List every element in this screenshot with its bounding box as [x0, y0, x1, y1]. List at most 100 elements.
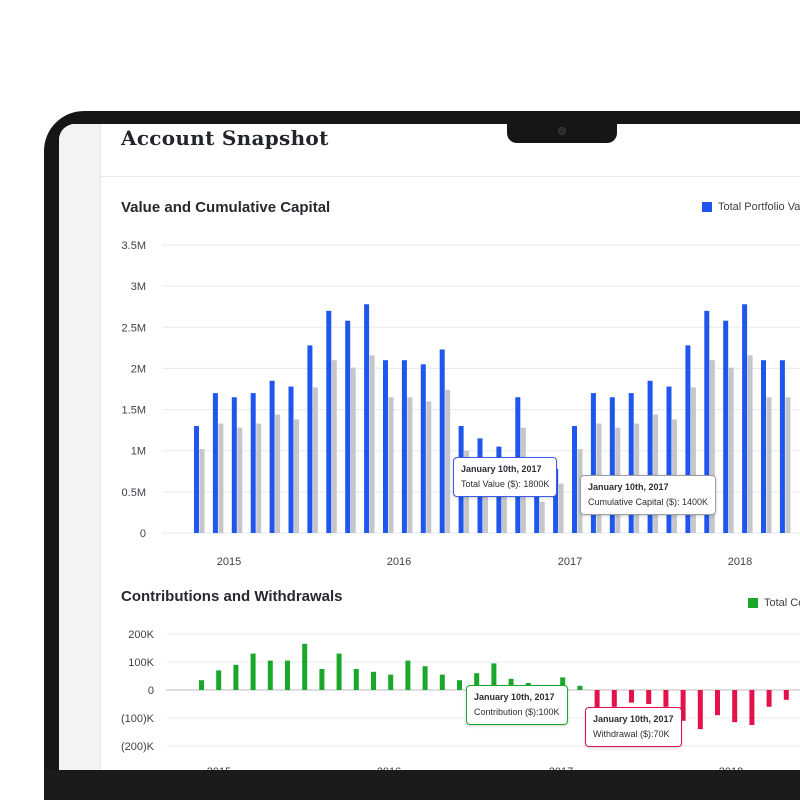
bar-cumulative-capital [426, 401, 432, 533]
y-tick-label: (200)K [121, 741, 155, 753]
y-tick-label: (100)K [121, 713, 155, 725]
bar-cumulative-capital [350, 367, 356, 533]
x-tick-label: 2016 [387, 556, 411, 568]
bar-total-value [723, 320, 729, 533]
y-tick-label: 2.5M [122, 322, 146, 334]
x-tick-label: 2015 [217, 556, 241, 568]
bar-total-value [212, 393, 218, 533]
bar-withdrawal [715, 690, 720, 716]
bar-total-value [231, 397, 237, 533]
bar-contribution [336, 653, 342, 690]
bar-total-value [761, 360, 766, 533]
bar-contribution [474, 673, 480, 690]
tooltip-date: January 10th, 2017 [461, 464, 542, 474]
title-divider [101, 176, 800, 177]
bar-total-value [742, 304, 748, 533]
bar-total-value [572, 426, 577, 533]
value-chart-y-ticks: 3.5M 3M 2.5M 2M 1.5M 1M 0.5M 0 [122, 240, 146, 540]
tooltip-label: Total Value ($): 1800K [461, 479, 550, 489]
tooltip-label: Withdrawal ($):70K [593, 729, 670, 739]
legend-label-total-contributions: Total Co [764, 597, 800, 609]
bar-contribution [577, 685, 583, 690]
bar-total-value [288, 386, 294, 533]
tooltip-label: Cumulative Capital ($): 1400K [588, 497, 709, 507]
contrib-chart-y-ticks: 200K 100K 0 (100)K (200)K [121, 629, 155, 753]
bar-cumulative-capital [237, 427, 243, 533]
bar-withdrawal [611, 690, 617, 707]
y-tick-label: 0.5M [122, 487, 146, 499]
bar-cumulative-capital [728, 367, 734, 533]
bar-withdrawal [783, 690, 789, 700]
bar-cumulative-capital [558, 483, 564, 533]
tooltip-withdrawal: January 10th, 2017 Withdrawal ($):70K [585, 707, 682, 747]
bar-withdrawal [680, 690, 686, 721]
bar-cumulative-capital [690, 387, 696, 533]
bar-contribution [491, 663, 497, 690]
contrib-chart-bars [199, 643, 789, 730]
y-tick-label: 200K [128, 629, 154, 641]
bar-withdrawal [766, 690, 772, 707]
bar-cumulative-capital [709, 360, 715, 533]
bar-contribution [371, 671, 376, 690]
bar-total-value [534, 495, 540, 533]
bar-withdrawal [629, 690, 634, 703]
bar-cumulative-capital [539, 501, 545, 533]
bar-contribution [285, 660, 290, 690]
bar-total-value [345, 320, 351, 533]
bar-withdrawal [697, 690, 703, 730]
bar-contribution [422, 666, 428, 690]
bar-cumulative-capital [501, 465, 507, 533]
bar-contribution [302, 643, 308, 690]
laptop-bottom-bezel [44, 770, 800, 800]
tooltip-contribution: January 10th, 2017 Contribution ($):100K [466, 685, 568, 725]
camera-icon [558, 127, 566, 135]
y-tick-label: 1.5M [122, 405, 146, 417]
tooltip-date: January 10th, 2017 [588, 482, 669, 492]
bar-cumulative-capital [407, 397, 413, 533]
bar-cumulative-capital [199, 449, 205, 533]
tooltip-date: January 10th, 2017 [474, 692, 555, 702]
bar-contribution [233, 664, 239, 690]
tooltip-cumulative-capital: January 10th, 2017 Cumulative Capital ($… [580, 475, 717, 515]
bar-total-value [779, 360, 785, 533]
bar-total-value [194, 426, 199, 533]
value-chart-legend[interactable]: Total Portfolio Va [702, 201, 800, 213]
bar-total-value [364, 304, 370, 533]
bar-cumulative-capital [312, 387, 318, 533]
bar-withdrawal [663, 690, 669, 707]
y-tick-label: 2M [131, 363, 146, 375]
y-tick-label: 1M [131, 446, 146, 458]
y-tick-label: 3.5M [122, 240, 146, 252]
x-tick-label: 2018 [728, 556, 752, 568]
bar-total-value [590, 393, 596, 533]
bar-total-value [420, 364, 426, 533]
bar-withdrawal [646, 690, 652, 704]
bar-cumulative-capital [331, 360, 337, 533]
bar-contribution [216, 670, 222, 690]
bar-contribution [319, 669, 325, 690]
bar-cumulative-capital [369, 355, 375, 533]
tooltip-date: January 10th, 2017 [593, 714, 674, 724]
bar-total-value [439, 349, 445, 533]
y-tick-label: 0 [148, 685, 154, 697]
bar-cumulative-capital [294, 419, 299, 533]
value-chart-x-ticks: 2015 2016 2017 2018 [217, 556, 752, 568]
bar-cumulative-capital [388, 397, 394, 533]
legend-swatch-green [748, 598, 758, 608]
bar-contribution [439, 674, 445, 690]
bar-cumulative-capital [256, 423, 262, 533]
value-chart-title: Value and Cumulative Capital [121, 199, 331, 216]
page-title: Account Snapshot [121, 126, 329, 150]
bar-contribution [508, 678, 514, 690]
bar-cumulative-capital [785, 397, 791, 533]
contrib-chart-title: Contributions and Withdrawals [121, 588, 343, 605]
bar-contribution [267, 660, 273, 690]
legend-label-total-portfolio: Total Portfolio Va [718, 201, 800, 213]
contrib-chart-legend[interactable]: Total Co [748, 597, 800, 609]
bar-contribution [199, 680, 204, 690]
legend-swatch-blue [702, 202, 712, 212]
bar-total-value [383, 360, 388, 533]
bar-cumulative-capital [653, 414, 659, 533]
bar-contribution [560, 677, 566, 690]
tooltip-label: Contribution ($):100K [474, 707, 560, 717]
